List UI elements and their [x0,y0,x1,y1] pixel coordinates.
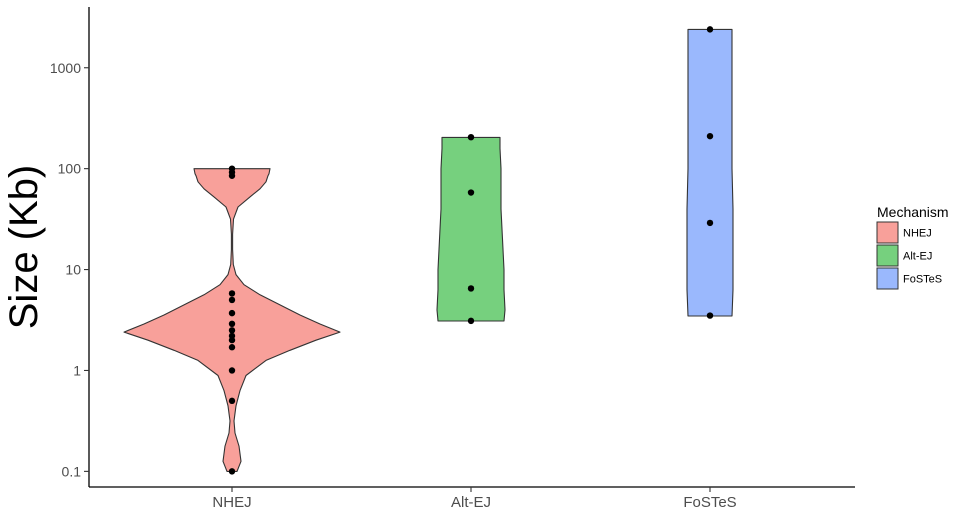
data-point [467,285,475,292]
data-point [228,327,236,334]
data-point [228,165,236,172]
legend-label: NHEJ [903,228,932,240]
x-tick-label: Alt-EJ [451,494,491,511]
x-tick-label: FoSTeS [683,494,736,511]
data-point [467,133,475,141]
x-tick-label: NHEJ [212,494,251,511]
data-point [467,317,475,325]
violins [123,28,734,472]
y-ticks: 0.1 1 10 100 1000 [50,60,89,479]
violin-nhej [123,168,341,472]
data-point [228,290,236,297]
legend-key [876,221,899,244]
data-point [228,468,236,475]
violin-fostes [686,28,734,317]
data-point [228,320,236,328]
legend-label: Alt-EJ [903,251,932,263]
data-point [228,397,236,405]
data-point [228,296,236,304]
legend: Mechanism NHEJ Alt-EJ FoSTeS [876,204,949,290]
data-point [228,344,236,351]
legend-key [876,244,899,267]
data-point [706,26,714,33]
data-point [467,189,475,196]
data-points [228,26,714,475]
violin-alt-ej [436,136,506,322]
y-axis-label: Size (Kb) [2,165,46,330]
data-point [228,367,236,374]
axes [88,7,855,488]
legend-items: NHEJ Alt-EJ FoSTeS [876,221,942,290]
y-tick-label: 10 [65,262,81,278]
y-tick-label: 0.1 [62,463,82,479]
y-tick-label: 100 [58,161,82,177]
y-tick-label: 1000 [50,60,81,76]
legend-key [876,267,899,290]
data-point [228,309,236,317]
y-tick-label: 1 [73,362,81,378]
x-ticks: NHEJ Alt-EJ FoSTeS [212,487,737,511]
legend-label: FoSTeS [903,274,942,286]
legend-title: Mechanism [877,204,949,220]
data-point [706,312,714,319]
data-point [706,132,714,140]
data-point [228,332,236,340]
data-point [706,219,714,227]
